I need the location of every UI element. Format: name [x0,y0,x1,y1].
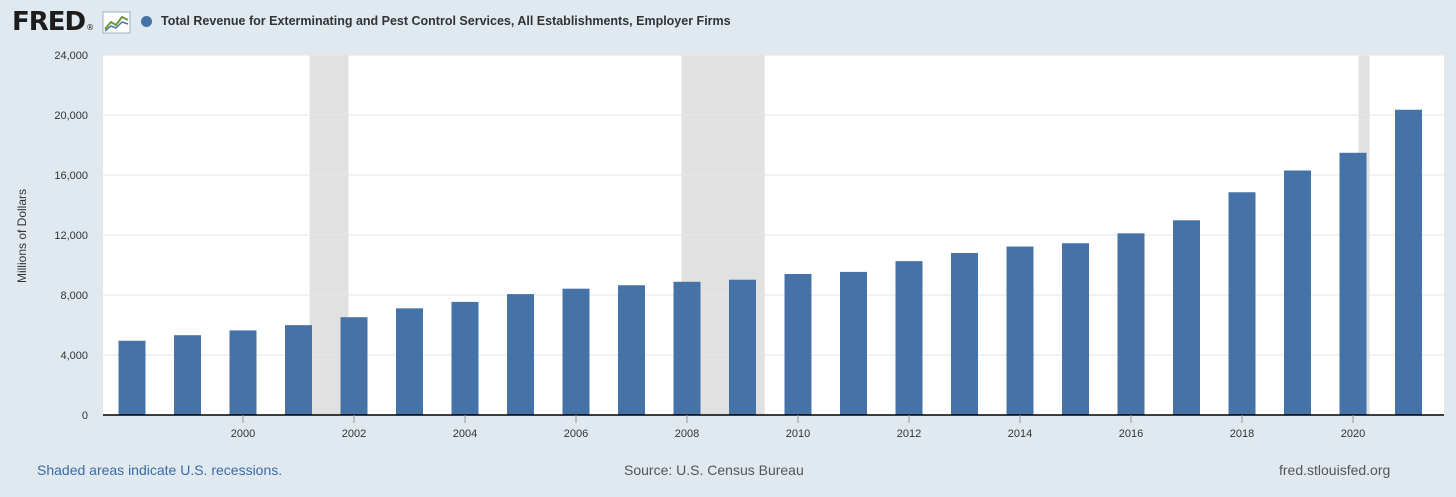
bar-2004[interactable] [451,301,479,415]
recession-note: Shaded areas indicate U.S. recessions. [37,462,283,478]
series-legend-dot [141,15,152,27]
y-tick-label: 24,000 [54,50,88,62]
bar-2016[interactable] [1117,233,1145,415]
logo-text: FRED [12,7,86,37]
chart-header: FRED ® Total Revenue for Exterminating an… [0,0,1456,46]
bar-2007[interactable] [618,285,645,415]
y-tick-label: 20,000 [54,110,88,122]
x-tick-label: 2014 [1008,428,1032,440]
bars[interactable] [118,109,1423,416]
x-tick-label: 2008 [675,428,699,440]
x-tick-label: 2016 [1119,428,1143,440]
bar-2017[interactable] [1173,220,1200,415]
bar-2010[interactable] [784,274,812,415]
logo-registered-mark: ® [86,23,95,32]
bar-2018[interactable] [1228,192,1256,415]
bar-2008[interactable] [673,281,701,415]
bar-2013[interactable] [951,253,978,415]
x-tick-label: 2006 [564,428,588,440]
x-axis-ticks: 2000 2002 2004 2006 2008 2010 2012 2014 2016 2018… [231,415,1365,440]
x-tick-label: 2018 [1230,428,1254,440]
site-link[interactable]: fred.stlouisfed.org [1279,462,1391,478]
bar-2000[interactable] [229,330,257,415]
bar-2005[interactable] [507,294,534,415]
y-tick-label: 12,000 [54,230,88,242]
bar-2003[interactable] [396,308,423,415]
bar-1999[interactable] [174,335,201,415]
bar-2009[interactable] [729,279,756,415]
bar-2002[interactable] [340,317,368,415]
x-tick-label: 2012 [897,428,921,440]
grid-lines [103,54,1444,356]
bar-2001[interactable] [285,325,312,415]
y-tick-label: 0 [82,410,88,422]
source-note: Source: U.S. Census Bureau [624,462,804,478]
fred-logo[interactable]: FRED ® [12,7,131,37]
bar-2015[interactable] [1062,243,1089,415]
x-tick-label: 2000 [231,428,255,440]
x-tick-label: 2010 [786,428,810,440]
y-axis-ticks: 0 4,000 8,000 12,000 16,000 20,000 24,000 [54,50,88,422]
chart-title: Total Revenue for Exterminating and Pest… [161,14,731,28]
y-tick-label: 16,000 [54,170,88,182]
bar-2006[interactable] [562,288,590,415]
bar-2014[interactable] [1006,246,1034,415]
x-tick-label: 2002 [342,428,366,440]
bar-2019[interactable] [1284,170,1311,416]
y-tick-label: 8,000 [60,290,88,302]
y-tick-label: 4,000 [60,350,88,362]
bar-2020[interactable] [1339,152,1367,416]
fred-graph-icon [102,11,131,34]
x-tick-label: 2004 [453,428,477,440]
bar-2011[interactable] [840,271,867,415]
bar-1998[interactable] [118,340,146,415]
bar-2021[interactable] [1395,109,1422,415]
y-axis-label: Millions of Dollars [15,189,29,283]
x-tick-label: 2020 [1341,428,1365,440]
bar-2012[interactable] [895,261,923,415]
chart-title-group: Total Revenue for Exterminating and Pest… [141,14,731,28]
